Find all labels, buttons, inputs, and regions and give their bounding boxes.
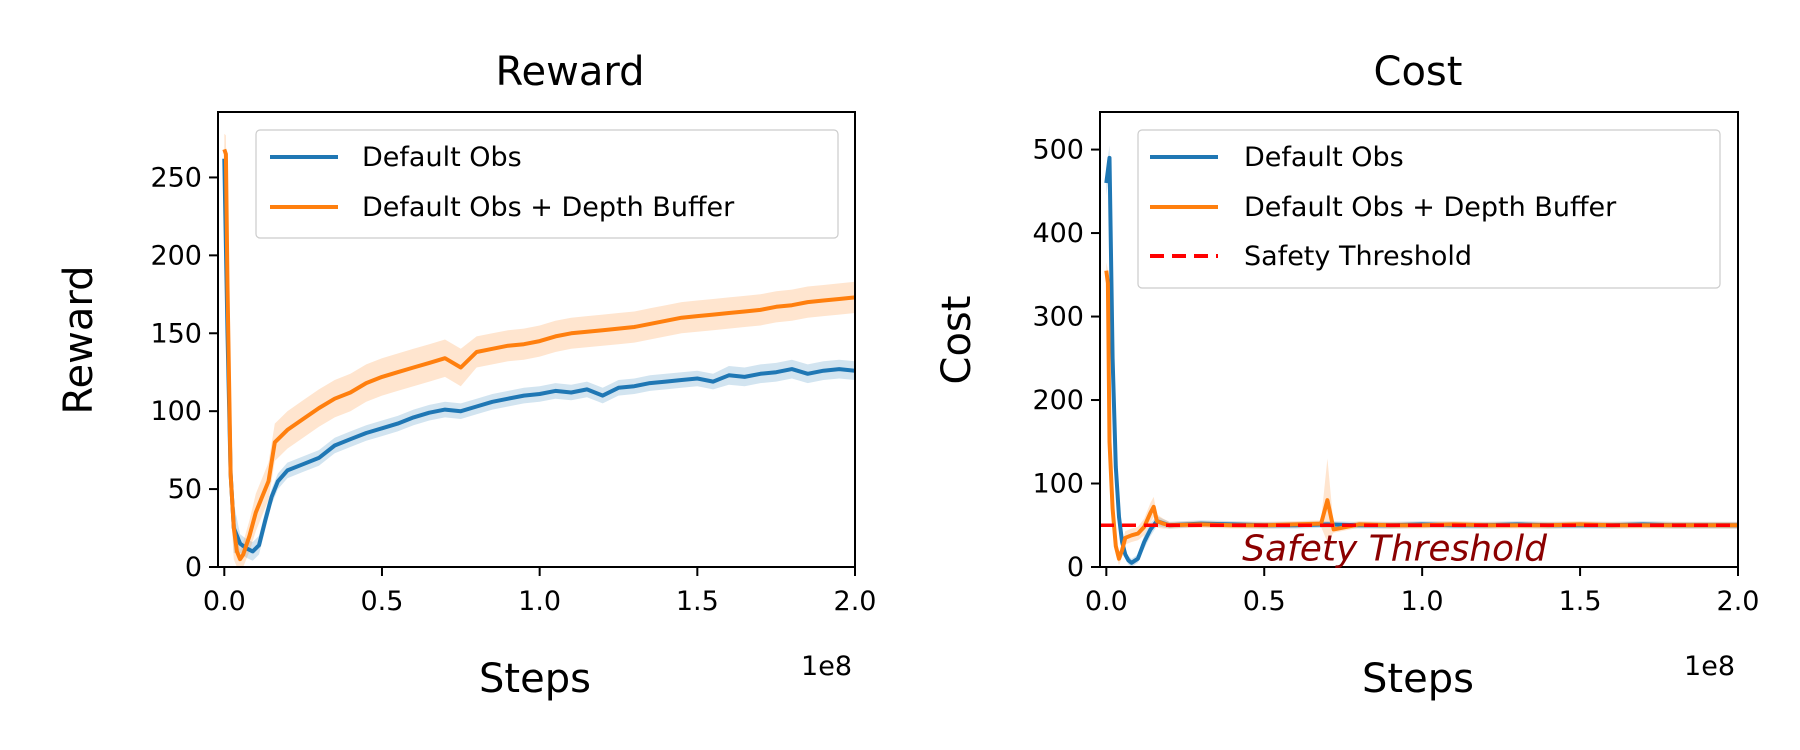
- reward-series-group: [222, 133, 855, 567]
- cost-axes-frame: [1099, 111, 1739, 568]
- cost-ytick-label: 0: [1067, 552, 1084, 583]
- cost-threshold-annotation: Safety Threshold: [1242, 528, 1548, 569]
- reward-x-axis-label: Steps: [479, 656, 591, 702]
- cost-xtick-label: 0.5: [1243, 586, 1286, 617]
- cost-band-1: [1106, 262, 1738, 566]
- reward-band-1: [224, 133, 855, 567]
- reward-y-axis-label: Reward: [56, 266, 102, 415]
- cost-ytick-label: 400: [1032, 218, 1084, 249]
- cost-legend-frame: [1137, 129, 1721, 289]
- cost-ytick-label: 200: [1032, 385, 1084, 416]
- reward-xtick-label: 0.0: [203, 586, 246, 617]
- reward-x-offset-label: 1e8: [801, 651, 852, 682]
- reward-ytick-label: 200: [150, 240, 202, 271]
- reward-legend-frame: [255, 129, 839, 239]
- cost-ytick-label: 300: [1032, 302, 1084, 333]
- cost-title: Cost: [1374, 49, 1463, 95]
- cost-panel: Cost Steps Cost 1e8 0.0 0.5 1.0 1.5 2.0 0 100 2…: [934, 49, 1759, 702]
- reward-title: Reward: [496, 49, 645, 95]
- cost-legend-label-depth-buffer: Default Obs + Depth Buffer: [1244, 192, 1617, 223]
- reward-line-1: [222, 148, 855, 562]
- reward-xtick-label: 2.0: [834, 586, 877, 617]
- reward-ytick-label: 250: [150, 162, 202, 193]
- reward-plot-area: 0.0 0.5 1.0 1.5 2.0 0 50 100 150 200 250: [150, 111, 877, 617]
- cost-ytick-label: 500: [1032, 135, 1084, 166]
- reward-line-0: [222, 158, 855, 554]
- cost-xtick-label: 2.0: [1717, 586, 1760, 617]
- cost-x-offset-label: 1e8: [1684, 651, 1735, 682]
- reward-ytick-label: 50: [168, 474, 202, 505]
- reward-legend-label-default-obs: Default Obs: [362, 142, 522, 173]
- reward-ytick-label: 150: [150, 318, 202, 349]
- reward-legend: Default Obs Default Obs + Depth Buffer: [255, 129, 839, 239]
- cost-xtick-label: 0.0: [1085, 586, 1128, 617]
- reward-ytick-label: 100: [150, 396, 202, 427]
- reward-panel: Reward Steps Reward 1e8 0.0 0.5 1.0 1.5 2.00…: [56, 49, 876, 702]
- reward-xtick-label: 0.5: [361, 586, 404, 617]
- reward-xtick-label: 1.5: [676, 586, 719, 617]
- reward-axes-frame: [217, 111, 856, 568]
- cost-legend: Default Obs Default Obs + Depth Buffer S…: [1137, 129, 1721, 289]
- cost-y-axis-label: Cost: [934, 296, 980, 385]
- cost-x-axis-label: Steps: [1362, 656, 1474, 702]
- cost-line-1: [1104, 270, 1738, 561]
- cost-legend-label-safety-threshold: Safety Threshold: [1244, 241, 1472, 272]
- cost-xtick-label: 1.0: [1401, 586, 1444, 617]
- reward-ytick-label: 0: [185, 552, 202, 583]
- cost-legend-label-default-obs: Default Obs: [1244, 142, 1404, 173]
- reward-legend-label-depth-buffer: Default Obs + Depth Buffer: [362, 192, 735, 223]
- cost-xtick-label: 1.5: [1559, 586, 1602, 617]
- cost-ytick-label: 100: [1032, 469, 1084, 500]
- cost-plot-area: 0.0 0.5 1.0 1.5 2.0 0 100 200 300 400 500 Safety Th…: [1032, 111, 1760, 617]
- cost-series-group: [1100, 145, 1738, 567]
- reward-xtick-label: 1.0: [518, 586, 561, 617]
